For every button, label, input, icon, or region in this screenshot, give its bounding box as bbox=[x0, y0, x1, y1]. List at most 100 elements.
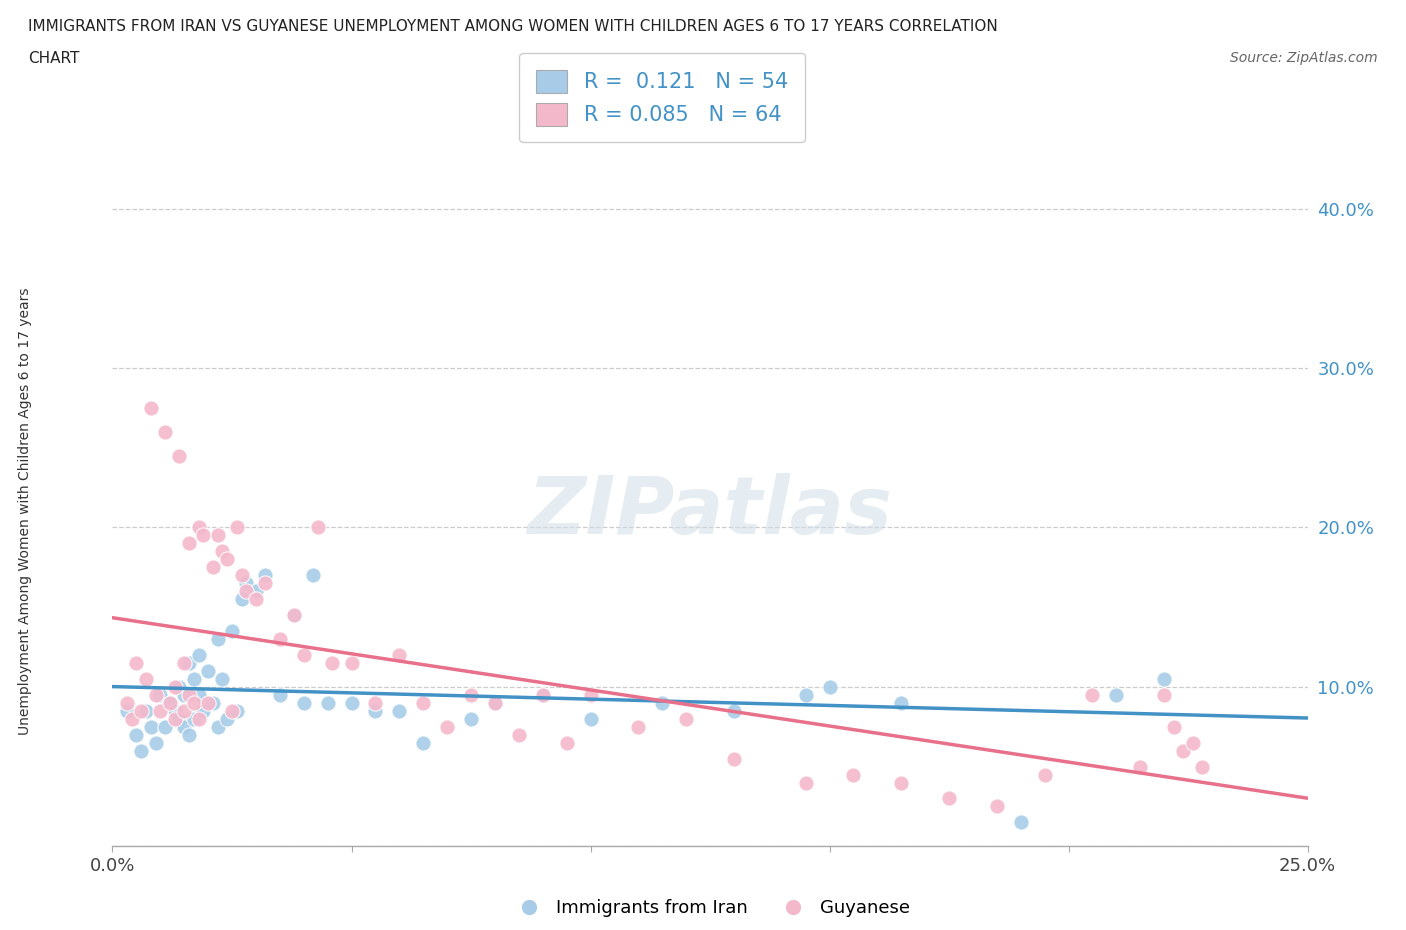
Point bbox=[364, 696, 387, 711]
Point bbox=[651, 696, 673, 711]
Point bbox=[388, 703, 411, 718]
Point bbox=[1181, 736, 1204, 751]
Point bbox=[235, 584, 257, 599]
Point bbox=[1173, 743, 1195, 758]
Text: Source: ZipAtlas.com: Source: ZipAtlas.com bbox=[1230, 51, 1378, 65]
Point bbox=[211, 544, 233, 559]
Point bbox=[938, 791, 960, 806]
Point bbox=[197, 663, 219, 678]
Point bbox=[460, 687, 482, 702]
Point bbox=[269, 687, 291, 702]
Point bbox=[555, 736, 578, 751]
Point bbox=[177, 687, 200, 702]
Point bbox=[187, 687, 209, 702]
Point bbox=[890, 696, 912, 711]
Point bbox=[177, 656, 200, 671]
Point bbox=[412, 736, 434, 751]
Point bbox=[675, 711, 697, 726]
Point bbox=[201, 696, 224, 711]
Point bbox=[292, 647, 315, 662]
Point bbox=[436, 719, 458, 734]
Point bbox=[159, 696, 181, 711]
Point bbox=[231, 591, 253, 606]
Point bbox=[163, 703, 186, 718]
Point bbox=[173, 656, 195, 671]
Point bbox=[217, 711, 239, 726]
Point bbox=[269, 631, 291, 646]
Point bbox=[207, 719, 229, 734]
Point bbox=[412, 696, 434, 711]
Point bbox=[125, 727, 148, 742]
Point bbox=[183, 711, 205, 726]
Point bbox=[173, 687, 195, 702]
Point bbox=[225, 703, 247, 718]
Point bbox=[145, 687, 167, 702]
Point bbox=[794, 687, 817, 702]
Point bbox=[986, 799, 1008, 814]
Point bbox=[149, 687, 172, 702]
Point bbox=[254, 576, 277, 591]
Point bbox=[173, 703, 195, 718]
Point bbox=[217, 551, 239, 566]
Point bbox=[115, 696, 138, 711]
Point bbox=[484, 696, 506, 711]
Point bbox=[159, 696, 181, 711]
Point bbox=[340, 656, 363, 671]
Point bbox=[129, 743, 152, 758]
Text: IMMIGRANTS FROM IRAN VS GUYANESE UNEMPLOYMENT AMONG WOMEN WITH CHILDREN AGES 6 T: IMMIGRANTS FROM IRAN VS GUYANESE UNEMPLO… bbox=[28, 19, 998, 33]
Point bbox=[207, 528, 229, 543]
Point bbox=[201, 560, 224, 575]
Point bbox=[340, 696, 363, 711]
Point bbox=[211, 671, 233, 686]
Point bbox=[1153, 671, 1175, 686]
Point bbox=[115, 703, 138, 718]
Point bbox=[579, 711, 602, 726]
Point bbox=[245, 584, 267, 599]
Point bbox=[145, 736, 167, 751]
Point bbox=[163, 680, 186, 695]
Point bbox=[197, 696, 219, 711]
Point bbox=[723, 751, 745, 766]
Point bbox=[307, 520, 329, 535]
Point bbox=[121, 711, 143, 726]
Point bbox=[842, 767, 865, 782]
Point bbox=[723, 703, 745, 718]
Point bbox=[818, 680, 841, 695]
Point bbox=[177, 536, 200, 551]
Point bbox=[1081, 687, 1104, 702]
Point bbox=[173, 719, 195, 734]
Point bbox=[135, 671, 157, 686]
Point bbox=[1129, 759, 1152, 774]
Point bbox=[129, 703, 152, 718]
Point bbox=[388, 647, 411, 662]
Point bbox=[153, 424, 176, 439]
Point bbox=[254, 568, 277, 583]
Point bbox=[1033, 767, 1056, 782]
Point bbox=[187, 647, 209, 662]
Point bbox=[235, 576, 257, 591]
Point bbox=[187, 711, 209, 726]
Point bbox=[207, 631, 229, 646]
Point bbox=[245, 591, 267, 606]
Point bbox=[627, 719, 650, 734]
Text: CHART: CHART bbox=[28, 51, 80, 66]
Point bbox=[1010, 815, 1032, 830]
Point bbox=[149, 703, 172, 718]
Point bbox=[221, 703, 243, 718]
Point bbox=[139, 401, 162, 416]
Point bbox=[163, 711, 186, 726]
Point bbox=[183, 671, 205, 686]
Point bbox=[193, 528, 215, 543]
Point bbox=[890, 775, 912, 790]
Point bbox=[484, 696, 506, 711]
Point bbox=[169, 711, 191, 726]
Point bbox=[139, 719, 162, 734]
Point bbox=[153, 719, 176, 734]
Point bbox=[1163, 719, 1185, 734]
Point bbox=[221, 624, 243, 639]
Y-axis label: Unemployment Among Women with Children Ages 6 to 17 years: Unemployment Among Women with Children A… bbox=[18, 287, 32, 736]
Point bbox=[187, 520, 209, 535]
Point bbox=[508, 727, 530, 742]
Point bbox=[283, 607, 305, 622]
Legend: Immigrants from Iran, Guyanese: Immigrants from Iran, Guyanese bbox=[503, 892, 917, 924]
